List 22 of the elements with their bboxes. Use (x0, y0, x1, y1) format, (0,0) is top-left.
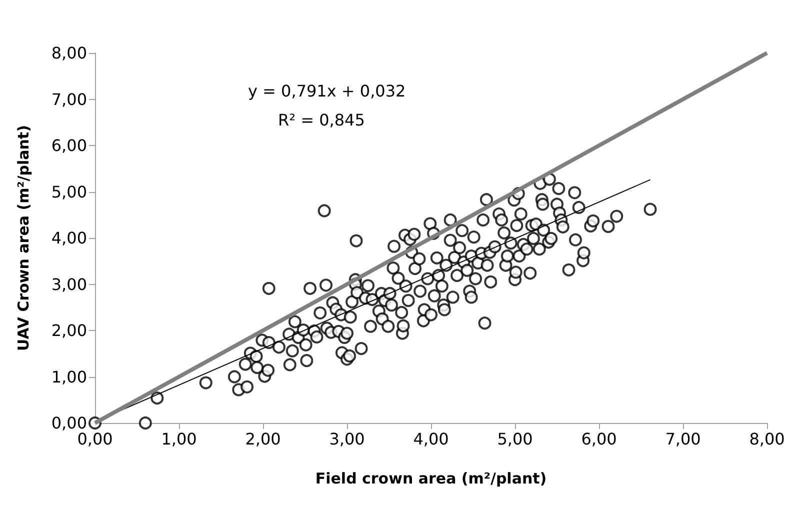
x-tick-label: 4,00 (413, 430, 449, 448)
y-tick-label: 4,00 (51, 228, 87, 248)
y-tick-label: 1,00 (51, 367, 87, 386)
x-tick-label: 2,00 (245, 430, 281, 448)
y-tick-label: 5,00 (51, 182, 87, 202)
y-tick-label: 7,00 (51, 90, 87, 109)
x-tick-label: 5,00 (497, 430, 533, 448)
y-tick-label: 0,00 (51, 414, 87, 432)
y-axis-title: UAV Crown area (m²/plant) (14, 125, 32, 351)
y-tick-label: 8,00 (51, 44, 87, 62)
y-tick-label: 6,00 (51, 136, 87, 155)
x-tick-label: 8,00 (749, 430, 785, 448)
y-tick-label: 3,00 (51, 274, 87, 294)
x-tick-label: 0,00 (77, 430, 113, 448)
x-tick-label: 3,00 (329, 430, 365, 448)
x-tick-label: 6,00 (581, 430, 617, 448)
annotation: R² = 0,845 (278, 110, 365, 130)
annotation: y = 0,791x + 0,032 (248, 82, 406, 100)
y-tick-label: 2,00 (51, 321, 87, 340)
x-axis-title: Field crown area (m²/plant) (315, 470, 547, 488)
x-tick-label: 7,00 (665, 430, 701, 448)
x-tick-label: 1,00 (161, 430, 197, 448)
